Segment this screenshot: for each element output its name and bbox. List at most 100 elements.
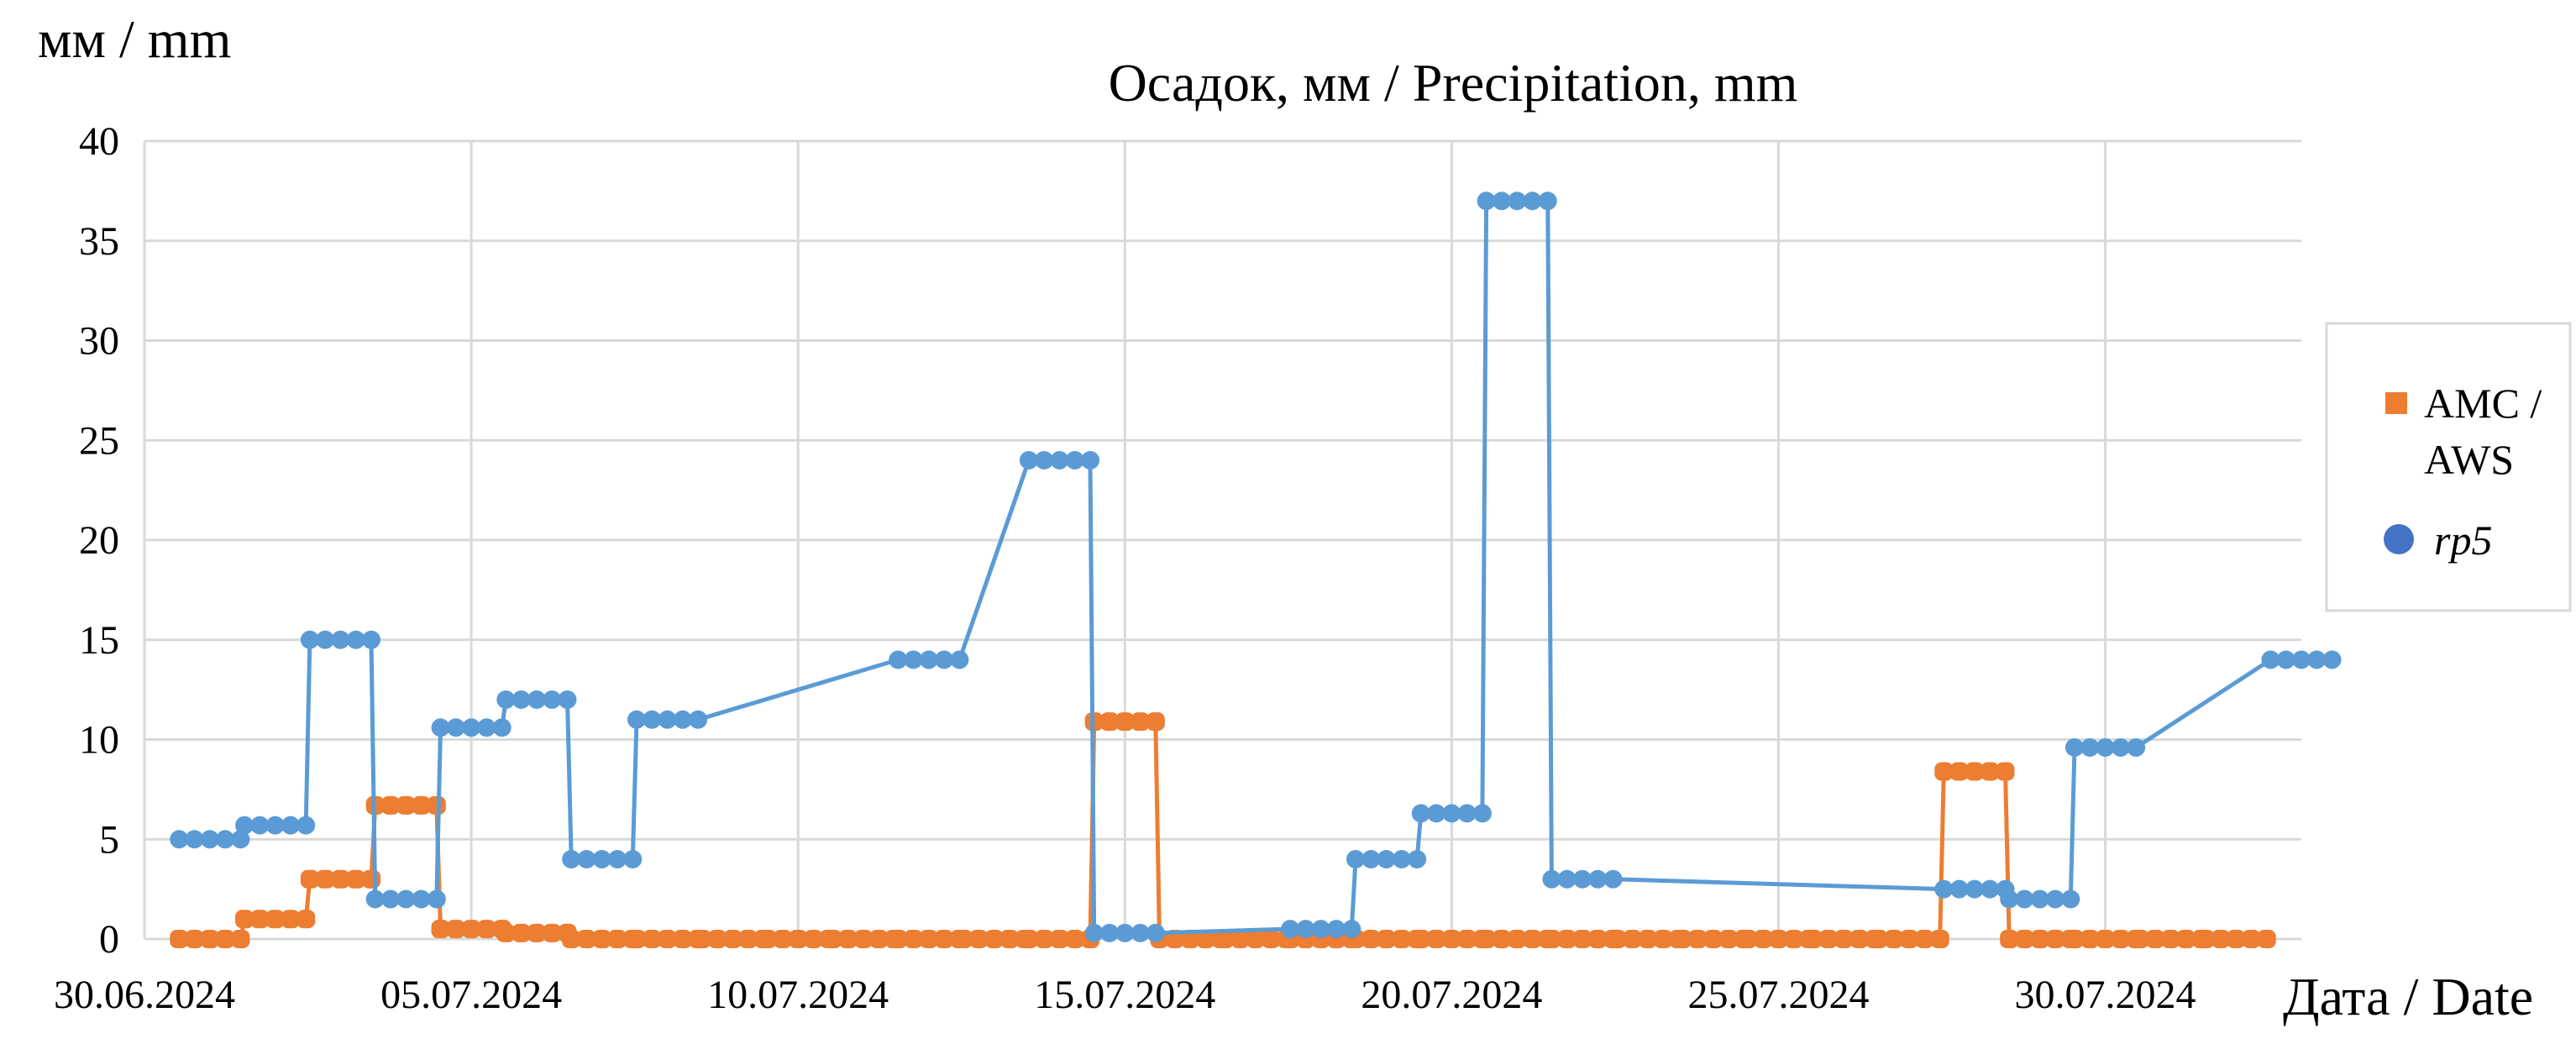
data-point-marker bbox=[2176, 930, 2196, 948]
series-0 bbox=[170, 712, 2276, 948]
data-point-marker bbox=[919, 650, 938, 669]
data-point-marker bbox=[1965, 879, 1984, 899]
data-point-marker bbox=[1427, 930, 1446, 948]
chart-title: Осадок, мм / Precipitation, mm bbox=[1109, 53, 1798, 113]
data-point-marker bbox=[1392, 930, 1411, 948]
x-tick-label: 25.07.2024 bbox=[1687, 973, 1869, 1017]
data-point-marker bbox=[1457, 804, 1477, 823]
data-point-marker bbox=[592, 850, 611, 868]
data-point-marker bbox=[1146, 923, 1165, 942]
data-point-marker bbox=[2046, 889, 2065, 909]
data-point-marker bbox=[492, 718, 512, 737]
data-point-marker bbox=[2292, 650, 2311, 669]
series-1 bbox=[170, 191, 2342, 942]
data-point-marker bbox=[316, 869, 335, 889]
data-point-marker bbox=[673, 710, 692, 729]
data-point-marker bbox=[1588, 869, 1608, 889]
data-point-marker bbox=[1508, 191, 1527, 211]
y-tick-label: 10 bbox=[79, 718, 119, 763]
x-tick-labels: 30.06.2024 05.07.2024 10.07.2024 15.07.2024… bbox=[54, 973, 2196, 1017]
data-point-marker bbox=[1900, 930, 1919, 948]
data-point-marker bbox=[577, 850, 596, 868]
x-tick-label: 10.07.2024 bbox=[707, 973, 889, 1017]
data-point-marker bbox=[558, 690, 577, 709]
data-point-marker bbox=[984, 930, 1004, 948]
data-point-marker bbox=[1477, 930, 1496, 948]
data-point-marker bbox=[527, 923, 546, 942]
data-point-marker bbox=[1608, 930, 1627, 948]
data-point-marker bbox=[496, 690, 516, 709]
data-point-marker bbox=[281, 816, 300, 835]
data-point-marker bbox=[1934, 762, 1954, 781]
data-point-marker bbox=[623, 850, 643, 868]
data-point-marker bbox=[346, 869, 365, 889]
data-point-marker bbox=[592, 930, 611, 948]
data-point-marker bbox=[331, 869, 350, 889]
data-point-marker bbox=[331, 630, 350, 649]
x-tick-label: 30.06.2024 bbox=[54, 973, 235, 1017]
data-point-marker bbox=[562, 850, 581, 868]
data-point-marker bbox=[789, 930, 808, 948]
data-point-marker bbox=[2127, 738, 2146, 757]
data-point-marker bbox=[396, 795, 416, 815]
data-point-marker bbox=[2242, 930, 2261, 948]
data-point-marker bbox=[904, 930, 923, 948]
data-point-marker bbox=[2030, 889, 2049, 909]
data-point-marker bbox=[1703, 930, 1723, 948]
series-layer bbox=[170, 191, 2342, 948]
data-point-marker bbox=[773, 930, 792, 948]
data-point-marker bbox=[1508, 930, 1527, 948]
data-point-marker bbox=[708, 930, 727, 948]
horizontal-gridlines bbox=[144, 139, 2301, 941]
data-point-marker bbox=[296, 910, 316, 929]
x-tick-label: 15.07.2024 bbox=[1034, 973, 1215, 1017]
y-tick-label: 5 bbox=[99, 817, 119, 862]
data-point-marker bbox=[300, 869, 319, 889]
data-point-marker bbox=[380, 889, 400, 909]
data-point-marker bbox=[2046, 930, 2065, 948]
data-point-marker bbox=[2307, 650, 2327, 669]
data-point-marker bbox=[2000, 889, 2019, 909]
y-tick-label: 40 bbox=[79, 119, 119, 164]
data-point-marker bbox=[804, 930, 823, 948]
data-point-marker bbox=[658, 710, 677, 729]
data-point-marker bbox=[427, 889, 446, 909]
data-point-marker bbox=[1230, 930, 1250, 948]
data-point-marker bbox=[1065, 930, 1084, 948]
data-point-marker bbox=[1557, 869, 1577, 889]
data-point-marker bbox=[1311, 920, 1330, 939]
data-point-marker bbox=[1427, 804, 1446, 823]
data-point-marker bbox=[396, 889, 416, 909]
data-point-marker bbox=[231, 930, 250, 948]
data-point-marker bbox=[738, 930, 758, 948]
data-point-marker bbox=[1538, 191, 1557, 211]
data-point-marker bbox=[1442, 930, 1461, 948]
data-point-marker bbox=[446, 920, 465, 939]
data-point-marker bbox=[919, 930, 938, 948]
data-point-marker bbox=[216, 830, 235, 849]
data-point-marker bbox=[281, 910, 300, 929]
data-point-marker bbox=[1542, 930, 1561, 948]
data-point-marker bbox=[462, 718, 481, 737]
legend-label-aws-line1: АМС / bbox=[2424, 380, 2542, 427]
data-point-marker bbox=[1803, 930, 1823, 948]
data-point-marker bbox=[185, 930, 204, 948]
data-point-marker bbox=[431, 920, 450, 939]
data-point-marker bbox=[1915, 930, 1934, 948]
data-point-marker bbox=[431, 718, 450, 737]
data-point-marker bbox=[1281, 920, 1300, 939]
data-point-marker bbox=[1573, 930, 1592, 948]
data-point-marker bbox=[1834, 930, 1854, 948]
data-point-marker bbox=[216, 930, 235, 948]
data-point-marker bbox=[1718, 930, 1738, 948]
data-point-marker bbox=[1035, 930, 1054, 948]
data-point-marker bbox=[1035, 451, 1054, 470]
data-point-marker bbox=[1361, 930, 1381, 948]
x-tick-label: 20.07.2024 bbox=[1361, 973, 1542, 1017]
data-point-marker bbox=[170, 930, 189, 948]
data-point-marker bbox=[1346, 850, 1365, 868]
data-point-marker bbox=[1019, 930, 1038, 948]
data-point-marker bbox=[1215, 930, 1235, 948]
data-point-marker bbox=[300, 630, 319, 649]
data-point-marker bbox=[1930, 930, 1949, 948]
